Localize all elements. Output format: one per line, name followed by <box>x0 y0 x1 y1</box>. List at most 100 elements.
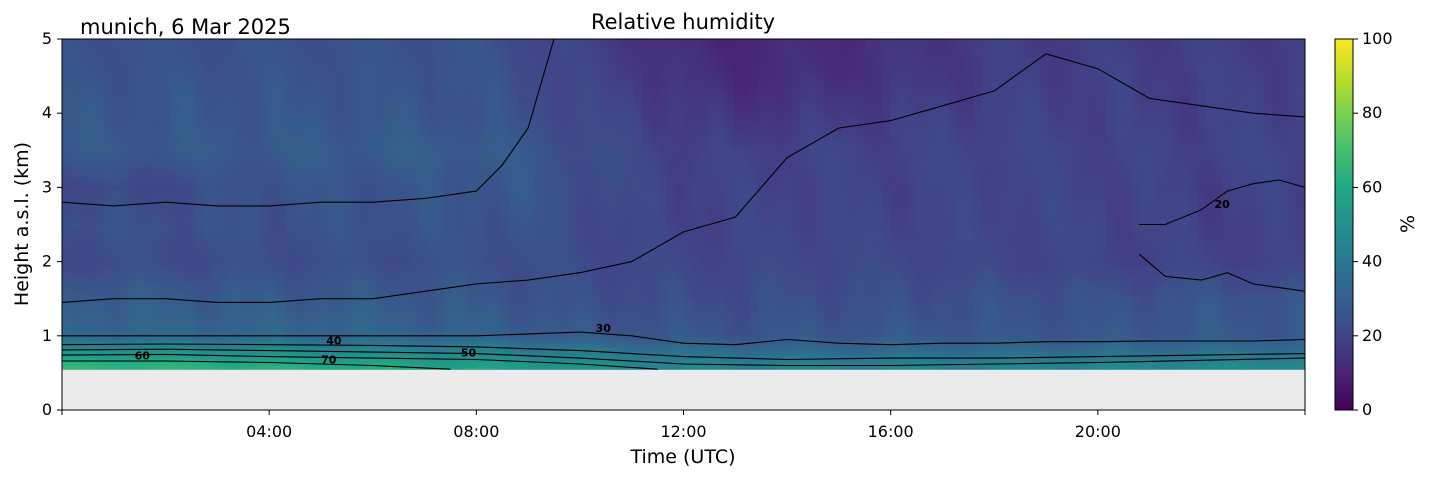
humidity-cell <box>95 358 105 363</box>
humidity-cell <box>1006 281 1016 286</box>
humidity-cell <box>86 259 96 264</box>
humidity-cell <box>700 328 709 334</box>
humidity-cell <box>1064 332 1074 337</box>
humidity-cell <box>567 317 577 323</box>
humidity-cell <box>865 325 875 330</box>
humidity-cell <box>1081 314 1091 319</box>
humidity-cell <box>932 336 941 341</box>
humidity-cell <box>310 339 320 345</box>
humidity-cell <box>1296 332 1305 337</box>
humidity-cell <box>948 339 958 345</box>
humidity-cell <box>542 343 552 348</box>
humidity-cell <box>95 365 105 370</box>
humidity-cell <box>178 288 187 293</box>
humidity-cell <box>1139 350 1149 356</box>
humidity-cell <box>907 251 917 257</box>
humidity-cell <box>111 277 121 282</box>
humidity-cell <box>890 299 900 304</box>
humidity-cell <box>642 248 651 253</box>
humidity-cell <box>1271 358 1281 363</box>
humidity-cell <box>633 306 643 312</box>
humidity-cell <box>277 251 287 257</box>
humidity-cell <box>327 303 337 308</box>
humidity-cell <box>1263 328 1273 334</box>
humidity-cell <box>178 259 187 264</box>
humidity-cell <box>244 321 254 326</box>
humidity-cell <box>799 251 809 257</box>
humidity-cell <box>724 321 734 326</box>
humidity-cell <box>1164 354 1174 359</box>
humidity-cell <box>144 259 154 264</box>
humidity-cell <box>1006 354 1016 359</box>
humidity-cell <box>120 354 129 359</box>
humidity-cell <box>95 292 105 297</box>
humidity-cell <box>708 354 718 359</box>
humidity-cell <box>78 358 88 363</box>
humidity-cell <box>807 310 817 315</box>
humidity-cell <box>716 314 726 319</box>
humidity-cell <box>608 251 618 257</box>
humidity-cell <box>1296 273 1305 279</box>
humidity-cell <box>816 317 825 323</box>
humidity-cell <box>144 358 154 363</box>
humidity-cell <box>1048 365 1057 370</box>
humidity-cell <box>1271 303 1281 308</box>
humidity-cell <box>244 248 254 253</box>
humidity-cell <box>1072 284 1082 290</box>
humidity-cell <box>542 365 552 370</box>
humidity-cell <box>882 328 892 334</box>
humidity-cell <box>1147 303 1157 308</box>
humidity-cell <box>534 365 544 370</box>
humidity-cell <box>1263 262 1273 268</box>
humidity-cell <box>343 314 353 319</box>
humidity-cell <box>202 343 212 348</box>
humidity-cell <box>1238 251 1248 257</box>
humidity-cell <box>169 354 179 359</box>
humidity-cell <box>1296 303 1305 308</box>
humidity-cell <box>526 350 535 356</box>
humidity-cell <box>368 361 378 367</box>
humidity-cell <box>178 277 187 282</box>
humidity-cell <box>1048 255 1057 260</box>
humidity-cell <box>111 284 121 290</box>
humidity-cell <box>260 347 270 352</box>
humidity-cell <box>393 303 403 308</box>
humidity-cell <box>956 281 966 286</box>
humidity-cell <box>484 295 494 301</box>
humidity-cell <box>526 314 535 319</box>
humidity-cell <box>923 321 933 326</box>
humidity-cell <box>1023 251 1033 257</box>
humidity-cell <box>120 266 129 271</box>
humidity-cell <box>890 306 900 312</box>
humidity-cell <box>1039 273 1049 279</box>
humidity-cell <box>749 259 759 264</box>
humidity-cell <box>310 266 320 271</box>
humidity-cell <box>244 365 254 370</box>
humidity-cell <box>666 277 676 282</box>
humidity-cell <box>1048 332 1057 337</box>
humidity-cell <box>401 266 411 271</box>
humidity-cell <box>592 299 602 304</box>
humidity-cell <box>1023 336 1033 341</box>
humidity-cell <box>335 244 345 249</box>
humidity-cell <box>882 251 892 257</box>
humidity-cell <box>816 358 825 363</box>
humidity-cell <box>857 255 867 260</box>
humidity-cell <box>592 358 602 363</box>
humidity-cell <box>95 303 105 308</box>
humidity-cell <box>443 354 453 359</box>
humidity-cell <box>526 310 535 315</box>
humidity-cell <box>426 310 436 315</box>
humidity-cell <box>244 255 254 260</box>
humidity-cell <box>857 314 867 319</box>
humidity-cell <box>153 299 163 304</box>
humidity-cell <box>451 303 461 308</box>
humidity-cell <box>327 310 337 315</box>
humidity-cell <box>948 347 958 352</box>
humidity-cell <box>252 310 262 315</box>
humidity-cell <box>252 358 262 363</box>
humidity-cell <box>1238 266 1248 271</box>
humidity-cell <box>782 277 792 282</box>
humidity-cell <box>443 259 453 264</box>
humidity-cell <box>898 361 908 367</box>
